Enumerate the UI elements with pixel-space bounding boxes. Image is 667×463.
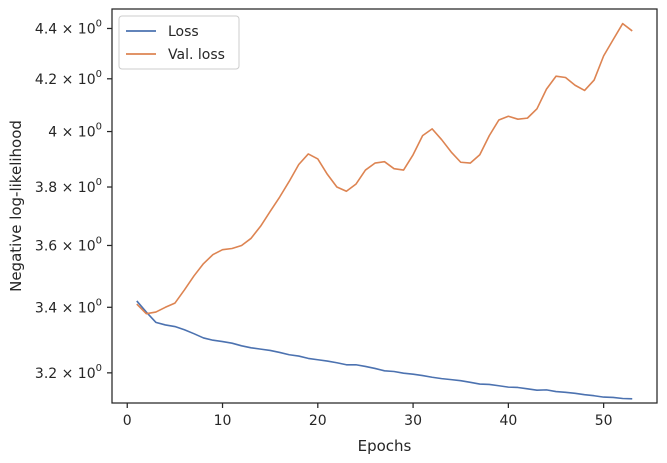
legend: Loss Val. loss	[118, 15, 240, 70]
y-tick-label: 3.4 × 100	[35, 297, 102, 316]
x-axis: 0 10 20 30 40 50	[123, 403, 613, 429]
x-axis-label: Epochs	[358, 437, 412, 455]
legend-box	[118, 15, 240, 70]
x-tick-label: 20	[309, 413, 327, 429]
x-tick-label: 0	[123, 413, 132, 429]
y-axis-label: Negative log-likelihood	[7, 120, 25, 292]
y-tick-label: 4.2 × 100	[35, 69, 102, 88]
x-tick-label: 30	[404, 413, 422, 429]
y-tick-label: 3.8 × 100	[35, 177, 102, 196]
y-tick-label: 3.6 × 100	[35, 235, 102, 254]
series-line-1	[136, 300, 633, 400]
y-axis: 3.2 × 100 3.4 × 100 3.6 × 100 3.8 × 100 4 × …	[35, 18, 112, 382]
axes-frame	[111, 8, 658, 404]
x-tick-label: 10	[214, 413, 232, 429]
y-tick-label: 4.4 × 100	[35, 18, 102, 37]
legend-label: Loss	[168, 24, 199, 40]
y-tick-label: 3.2 × 100	[35, 363, 102, 382]
x-tick-label: 40	[499, 413, 517, 429]
x-tick-label: 50	[595, 413, 613, 429]
y-tick-label: 4 × 100	[48, 122, 102, 141]
legend-label: Val. loss	[168, 47, 225, 63]
plot-area	[136, 22, 633, 400]
series-line-2	[136, 22, 633, 315]
